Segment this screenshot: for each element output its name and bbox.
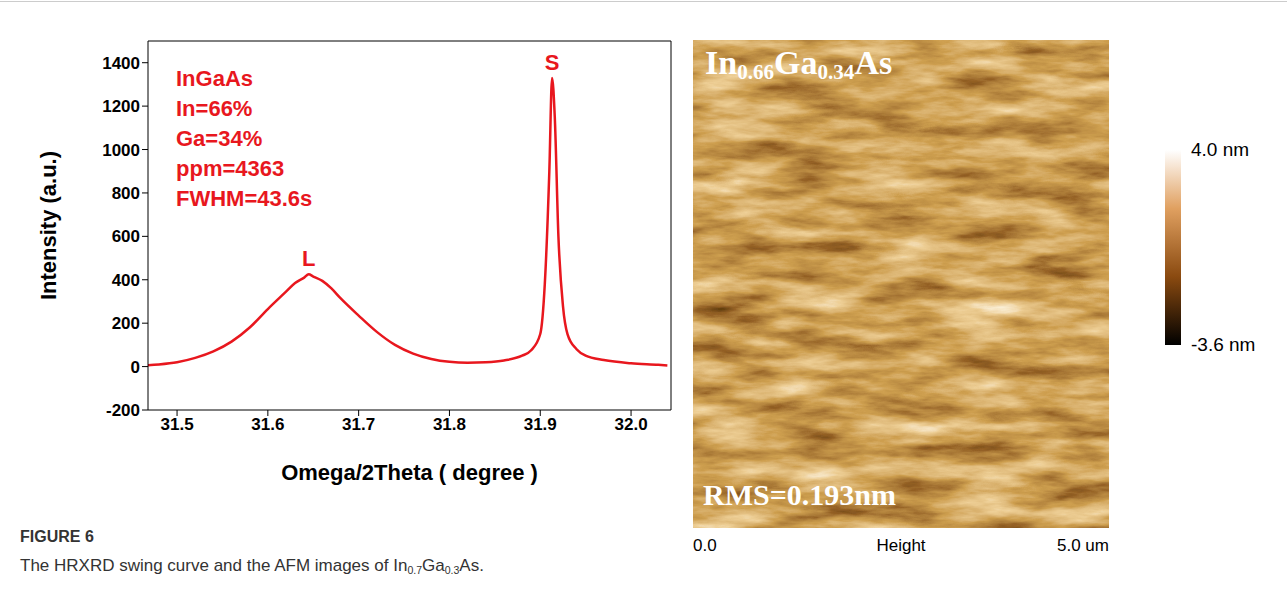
html-text:In0.66Ga0.34As: In0.66Ga0.34As — [705, 44, 893, 85]
html-text:InGaAs: InGaAs — [176, 66, 253, 91]
html-text:In=66%: In=66% — [176, 96, 253, 121]
html-text:Height: Height — [876, 536, 926, 555]
svg-text:31.5: 31.5 — [161, 415, 194, 434]
svg-text:0: 0 — [131, 358, 140, 377]
html-text:The HRXRD swing curve and the: The HRXRD swing curve and the AFM images… — [20, 556, 484, 576]
html-text:RMS=0.193nm: RMS=0.193nm — [703, 478, 896, 511]
html-text:-3.6 nm: -3.6 nm — [1191, 334, 1256, 355]
svg-text:S: S — [545, 50, 560, 75]
svg-text:32.0: 32.0 — [615, 415, 648, 434]
svg-text:31.8: 31.8 — [433, 415, 466, 434]
svg-text:1000: 1000 — [102, 141, 140, 160]
svg-text:31.9: 31.9 — [524, 415, 557, 434]
html-text:0.0: 0.0 — [693, 536, 717, 555]
svg-text:800: 800 — [112, 184, 140, 203]
svg-text:31.6: 31.6 — [251, 415, 284, 434]
svg-text:1400: 1400 — [102, 54, 140, 73]
svg-text:400: 400 — [112, 271, 140, 290]
svg-text:Intensity (a.u.): Intensity (a.u.) — [36, 151, 61, 300]
html-text:FWHM=43.6s: FWHM=43.6s — [176, 186, 313, 211]
svg-text:600: 600 — [112, 227, 140, 246]
html-text:5.0 um: 5.0 um — [1057, 536, 1109, 555]
html-text:4.0 nm: 4.0 nm — [1191, 139, 1250, 160]
html-text:ppm=4363: ppm=4363 — [176, 156, 285, 181]
html-text:FIGURE 6: FIGURE 6 — [20, 528, 94, 545]
svg-text:-200: -200 — [106, 401, 140, 420]
svg-text:Omega/2Theta ( degree ): Omega/2Theta ( degree ) — [281, 460, 538, 485]
svg-text:31.7: 31.7 — [342, 415, 375, 434]
html-text:Ga=34%: Ga=34% — [176, 126, 263, 151]
svg-text:200: 200 — [112, 314, 140, 333]
svg-text:1200: 1200 — [102, 97, 140, 116]
svg-text:L: L — [302, 246, 315, 271]
